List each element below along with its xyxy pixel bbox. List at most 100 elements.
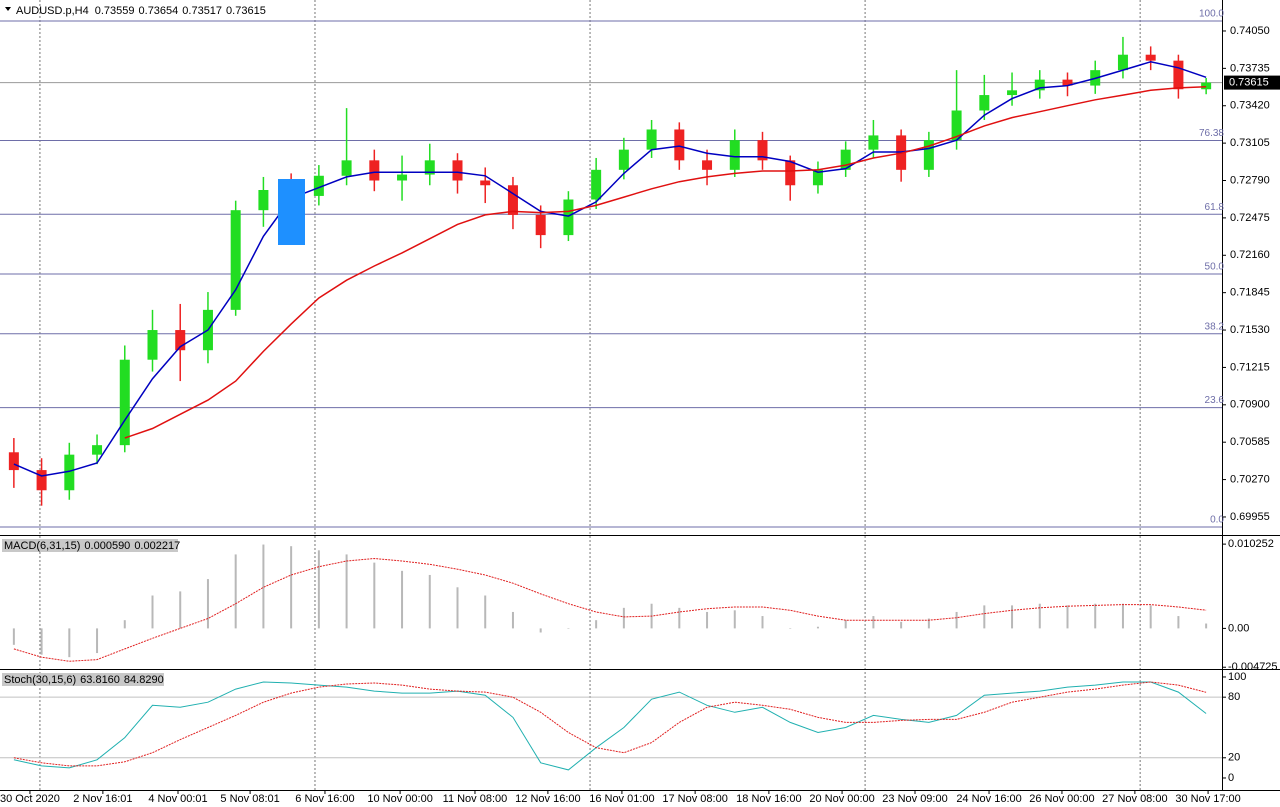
macd-bar bbox=[816, 626, 819, 629]
header-high: 0.73654 bbox=[139, 5, 179, 17]
x-tick-label: 30 Nov 17:00 bbox=[1175, 793, 1240, 805]
macd-bar bbox=[373, 562, 376, 629]
candle-body bbox=[618, 149, 629, 170]
header: AUDUSD.p,H4 0.73559 0.73654 0.73517 0.73615 bbox=[16, 5, 266, 17]
macd-bar bbox=[678, 607, 681, 629]
macd-bar bbox=[262, 544, 265, 629]
macd-signal-value: 0.002217 bbox=[134, 540, 180, 552]
macd-bar bbox=[484, 595, 487, 629]
x-tick-label: 26 Nov 00:00 bbox=[1029, 793, 1094, 805]
candle-body bbox=[1034, 79, 1045, 91]
macd-bar bbox=[706, 611, 709, 629]
macd-bar bbox=[844, 620, 847, 629]
macd-bar bbox=[401, 570, 404, 629]
macd-bar bbox=[1149, 605, 1152, 629]
x-tick-label: 23 Nov 09:00 bbox=[882, 793, 947, 805]
macd-bar bbox=[345, 554, 348, 629]
header-low: 0.73517 bbox=[182, 5, 222, 17]
x-tick-label: 16 Nov 01:00 bbox=[589, 793, 654, 805]
macd-bar bbox=[206, 579, 209, 629]
x-tick-label: 30 Oct 2020 bbox=[0, 793, 60, 805]
macd-bar bbox=[317, 550, 320, 629]
stoch-signal-value: 84.8290 bbox=[124, 674, 164, 686]
candle-body bbox=[424, 160, 435, 175]
candle-body bbox=[951, 110, 962, 141]
x-tick-label: 12 Nov 16:00 bbox=[515, 793, 580, 805]
fibo-label: 76.38 bbox=[1199, 128, 1224, 139]
stoch-value: 63.8160 bbox=[80, 674, 120, 686]
macd-label: MACD(6,31,15) 0.000590 0.002217 bbox=[4, 540, 180, 552]
candle-body bbox=[8, 452, 19, 471]
y-tick-label: 0.70270 bbox=[1230, 473, 1270, 485]
candle-body bbox=[1145, 54, 1156, 61]
y-tick-label: 0.73105 bbox=[1230, 137, 1270, 149]
y-tick-label: 0.70585 bbox=[1230, 436, 1270, 448]
current-price-box bbox=[1224, 75, 1280, 90]
moving-average bbox=[13, 61, 1207, 477]
current-price-label: 0.73615 bbox=[1229, 77, 1269, 89]
candle-body bbox=[535, 214, 546, 236]
candle-body bbox=[397, 174, 408, 181]
macd-bar bbox=[733, 610, 736, 629]
fibo-label: 50.0 bbox=[1205, 262, 1225, 273]
candle-body bbox=[369, 160, 380, 181]
candle-body bbox=[1117, 54, 1128, 71]
y-tick-label: 0.73735 bbox=[1230, 62, 1270, 74]
macd-bar bbox=[983, 605, 986, 629]
macd-bar bbox=[622, 607, 625, 629]
highlight-object bbox=[278, 179, 305, 245]
candle-body bbox=[1173, 60, 1184, 90]
macd-bar bbox=[761, 616, 764, 629]
fibo-label: 100.0 bbox=[1199, 9, 1224, 20]
x-tick-label: 10 Nov 00:00 bbox=[367, 793, 432, 805]
macd-bar bbox=[900, 621, 903, 629]
fibo-label: 23.6 bbox=[1205, 395, 1225, 406]
macd-bar bbox=[1066, 605, 1069, 629]
candle-body bbox=[563, 199, 574, 236]
candle-body bbox=[923, 140, 934, 170]
symbol: AUDUSD.p,H4 bbox=[16, 5, 89, 17]
macd-bar bbox=[234, 554, 237, 629]
macd-bar bbox=[595, 620, 598, 629]
macd-title: MACD(6,31,15) bbox=[4, 540, 80, 552]
candle-body bbox=[979, 95, 990, 111]
macd-bar bbox=[1121, 603, 1124, 629]
macd-label-bg bbox=[2, 539, 178, 552]
candle-body bbox=[147, 330, 158, 360]
fibo-label: 0.0 bbox=[1210, 515, 1224, 526]
candle-body bbox=[1007, 90, 1018, 96]
macd-bar bbox=[1205, 623, 1208, 629]
stoch-main bbox=[13, 681, 1207, 771]
header-open: 0.73559 bbox=[95, 5, 135, 17]
moving-average bbox=[124, 86, 1207, 439]
macd-bar bbox=[567, 628, 570, 629]
macd-bar bbox=[1094, 603, 1097, 629]
x-tick-label: 24 Nov 16:00 bbox=[956, 793, 1021, 805]
macd-bar bbox=[456, 587, 459, 629]
menu-triangle[interactable] bbox=[5, 7, 11, 11]
x-tick-label: 20 Nov 00:00 bbox=[809, 793, 874, 805]
y-tick-label: 0.72475 bbox=[1230, 212, 1270, 224]
y-tick-label: 0.71530 bbox=[1230, 324, 1270, 336]
x-tick-label: 27 Nov 08:00 bbox=[1102, 793, 1167, 805]
candle-body bbox=[230, 210, 241, 310]
candle-body bbox=[119, 359, 130, 446]
candle-body bbox=[702, 160, 713, 170]
stoch-tick-label: 80 bbox=[1228, 691, 1240, 703]
y-tick-label: 0.69955 bbox=[1230, 511, 1270, 523]
macd-bar bbox=[96, 628, 99, 654]
macd-bar bbox=[789, 628, 792, 629]
candle-body bbox=[674, 129, 685, 161]
x-tick-label: 4 Nov 00:01 bbox=[148, 793, 207, 805]
macd-bar bbox=[428, 574, 431, 629]
macd-bar bbox=[1038, 603, 1041, 629]
candle-body bbox=[258, 190, 269, 211]
stoch-title: Stoch(30,15,6) bbox=[4, 674, 76, 686]
candle-body bbox=[480, 180, 491, 186]
candle-body bbox=[36, 470, 47, 491]
fibo-label: 38.2 bbox=[1205, 321, 1225, 332]
candle-body bbox=[64, 454, 75, 491]
macd-bar bbox=[872, 616, 875, 629]
stoch-signal bbox=[13, 681, 1207, 767]
